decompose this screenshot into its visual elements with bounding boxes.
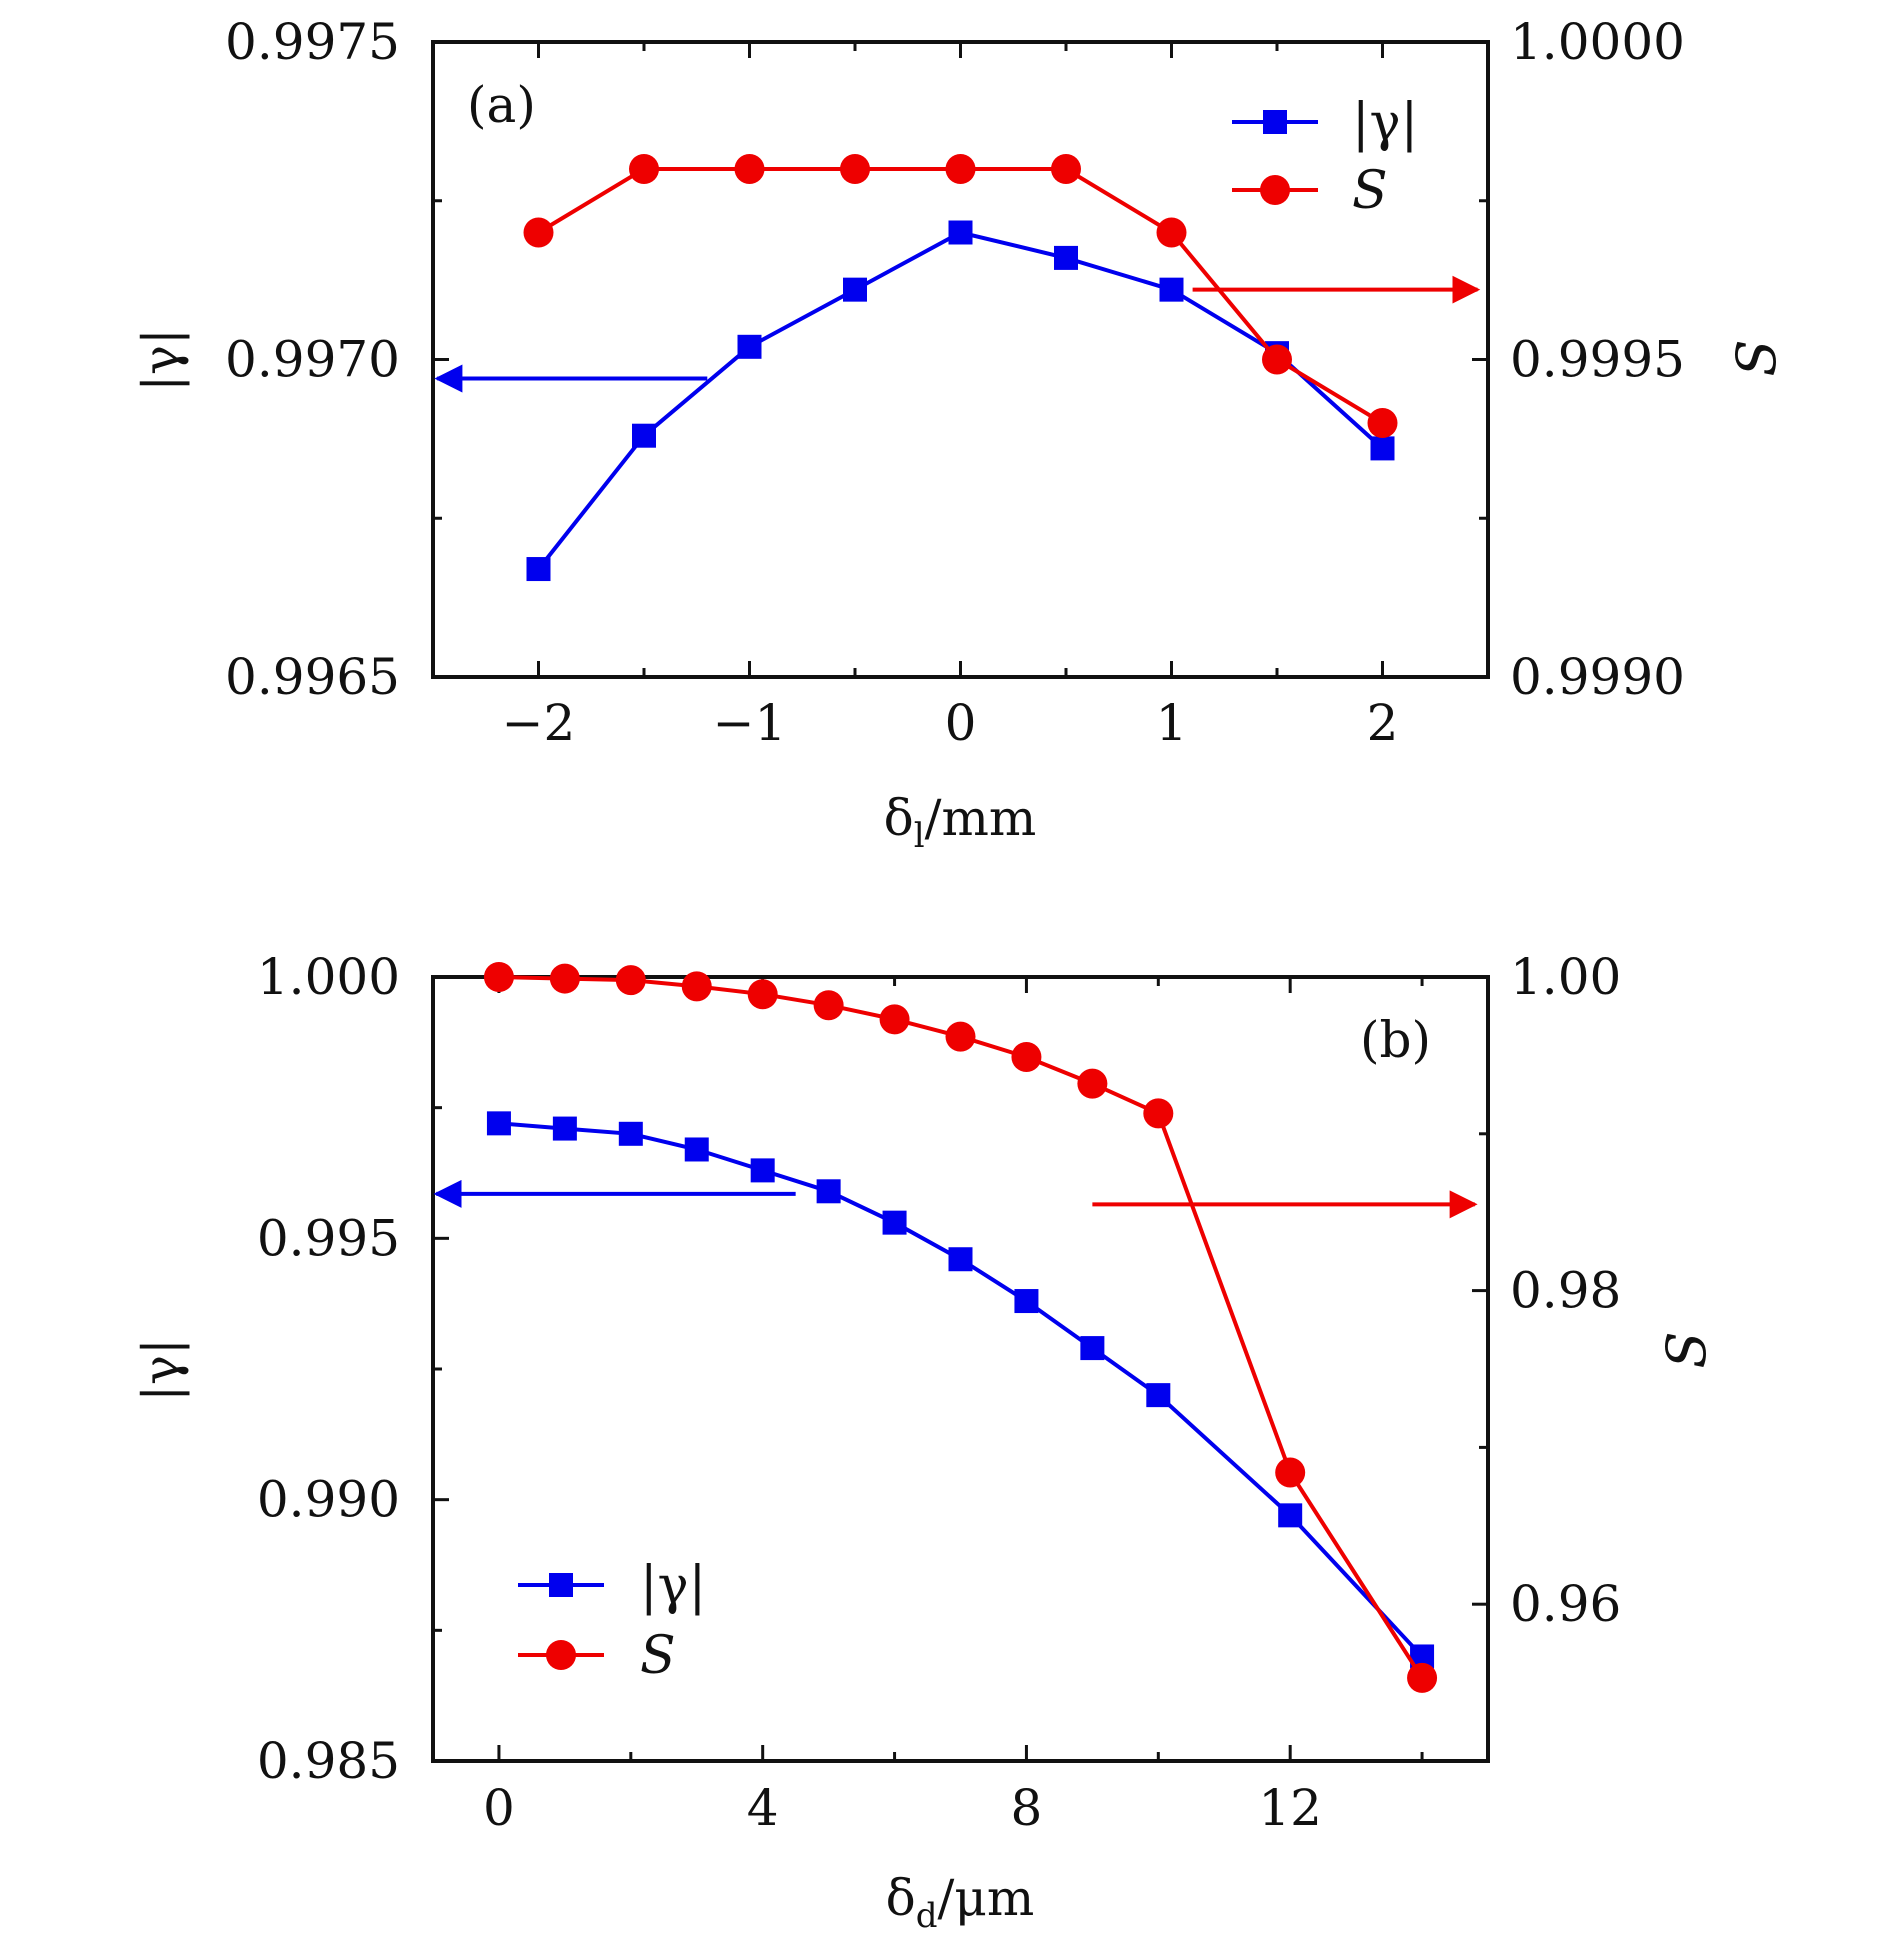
- data-point-gamma-a: [1370, 436, 1395, 461]
- y-right-tick-label-b: 1.00: [1510, 948, 1621, 1006]
- data-point-gamma-b: [684, 1137, 709, 1162]
- data-point-gamma-b: [750, 1158, 775, 1183]
- data-point-s-b: [813, 990, 844, 1021]
- series-line-gamma-a: [536, 230, 1384, 571]
- data-point-s-a: [1262, 344, 1292, 375]
- data-point-s-a: [629, 154, 659, 184]
- legend-s-marker-b: [546, 1640, 576, 1670]
- data-point-s-b: [1407, 1662, 1438, 1693]
- data-point-gamma-a: [737, 334, 762, 359]
- data-point-gamma-b: [882, 1210, 907, 1235]
- data-point-s-b: [549, 963, 580, 994]
- data-point-s-b: [1077, 1068, 1108, 1099]
- series-line-s-b: [498, 975, 1424, 1679]
- data-point-s-a: [945, 154, 976, 184]
- legend-gamma-label-a: |γ|: [1352, 93, 1418, 153]
- legend-gamma-marker-a: [1263, 110, 1287, 134]
- data-point-s-a: [1156, 217, 1187, 248]
- ylabel-left-b: |γ|: [132, 1338, 190, 1402]
- ylabel-left-a: |γ|: [132, 328, 190, 392]
- x-tick-label-a: 0: [945, 694, 977, 752]
- x-tick-label-a: −1: [713, 694, 787, 752]
- legend-s-marker-a: [1260, 175, 1290, 205]
- y-left-tick-label-a: 0.9970: [225, 331, 400, 389]
- data-point-s-a: [840, 154, 870, 184]
- data-point-gamma-b: [816, 1179, 841, 1204]
- data-point-s-b: [945, 1021, 976, 1052]
- data-point-gamma-b: [948, 1247, 973, 1272]
- x-tick-label-b: 0: [483, 1779, 515, 1837]
- data-point-s-b: [1143, 1098, 1174, 1129]
- y-right-tick-label-a: 0.9995: [1510, 331, 1685, 389]
- data-point-gamma-a: [1054, 245, 1078, 270]
- data-point-gamma-a: [526, 557, 551, 582]
- panel-a: −2 −1 0 1 2 0.9965 0.9970 0.9975 0.9990 0.9995 1.0…: [132, 13, 1788, 856]
- data-point-s-b: [879, 1004, 910, 1035]
- data-point-s-b: [1011, 1041, 1042, 1072]
- panel-label-a: (a): [467, 76, 536, 134]
- x-tick-label-a: −2: [502, 694, 576, 752]
- y-right-tick-label-b: 0.96: [1510, 1575, 1621, 1633]
- x-tick-label-b: 12: [1258, 1779, 1322, 1837]
- data-point-gamma-b: [1278, 1503, 1303, 1528]
- ylabel-right-a: S: [1725, 340, 1788, 377]
- data-point-s-b: [681, 971, 712, 1002]
- data-point-gamma-b: [552, 1116, 577, 1141]
- ylabel-right-b: S: [1655, 1332, 1718, 1369]
- data-point-s-b: [615, 965, 646, 996]
- y-left-tick-label-a: 0.9975: [225, 13, 400, 71]
- data-point-gamma-b: [1014, 1289, 1039, 1314]
- x-tick-label-b: 8: [1011, 1779, 1043, 1837]
- data-point-gamma-b: [486, 1111, 511, 1136]
- legend-s-label-b: S: [640, 1626, 676, 1686]
- xlabel-a: δl/mm: [884, 789, 1037, 856]
- y-left-tick-label-b: 1.000: [257, 948, 400, 1006]
- xlabel-b: δd/μm: [886, 1869, 1035, 1936]
- data-point-s-a: [1367, 408, 1398, 438]
- legend-gamma-marker-b: [549, 1573, 573, 1597]
- y-right-tick-label-a: 1.0000: [1510, 13, 1685, 71]
- data-point-gamma-a: [843, 277, 867, 302]
- data-point-gamma-a: [948, 220, 973, 245]
- legend-gamma-label-b: |γ|: [640, 1556, 706, 1616]
- data-point-gamma-b: [618, 1121, 643, 1146]
- x-tick-label-b: 4: [747, 1779, 779, 1837]
- series-line-s-a: [537, 167, 1384, 425]
- data-point-s-b: [483, 962, 514, 992]
- plot-frame-b: [431, 975, 1490, 1763]
- x-tick-label-a: 1: [1156, 694, 1188, 752]
- data-point-s-b: [1275, 1457, 1306, 1488]
- y-left-tick-label-b: 0.990: [257, 1471, 400, 1529]
- data-point-s-a: [734, 154, 765, 184]
- data-point-s-a: [523, 217, 554, 248]
- panel-b: 0 4 8 12 0.985 0.990 0.995 1.000 0.96 0.98 1.00 (b…: [132, 948, 1718, 1936]
- data-point-gamma-a: [1159, 277, 1184, 302]
- legend-b: |γ| S: [518, 1556, 706, 1686]
- x-tick-label-a: 2: [1367, 694, 1399, 752]
- y-right-tick-label-b: 0.98: [1510, 1262, 1621, 1320]
- data-point-s-b: [747, 979, 778, 1010]
- data-point-gamma-b: [1146, 1383, 1171, 1408]
- panel-label-b: (b): [1360, 1011, 1431, 1069]
- data-point-gamma-b: [1080, 1336, 1105, 1361]
- plot-frame-a: [431, 40, 1490, 679]
- y-right-tick-label-a: 0.9990: [1510, 648, 1685, 706]
- y-left-tick-label-b: 0.995: [257, 1209, 400, 1267]
- data-point-gamma-a: [632, 423, 656, 448]
- data-point-s-a: [1051, 154, 1081, 184]
- y-left-tick-label-b: 0.985: [257, 1732, 400, 1790]
- y-left-tick-label-a: 0.9965: [225, 648, 400, 706]
- legend-s-label-a: S: [1352, 161, 1388, 221]
- legend-a: |γ| S: [1232, 93, 1418, 221]
